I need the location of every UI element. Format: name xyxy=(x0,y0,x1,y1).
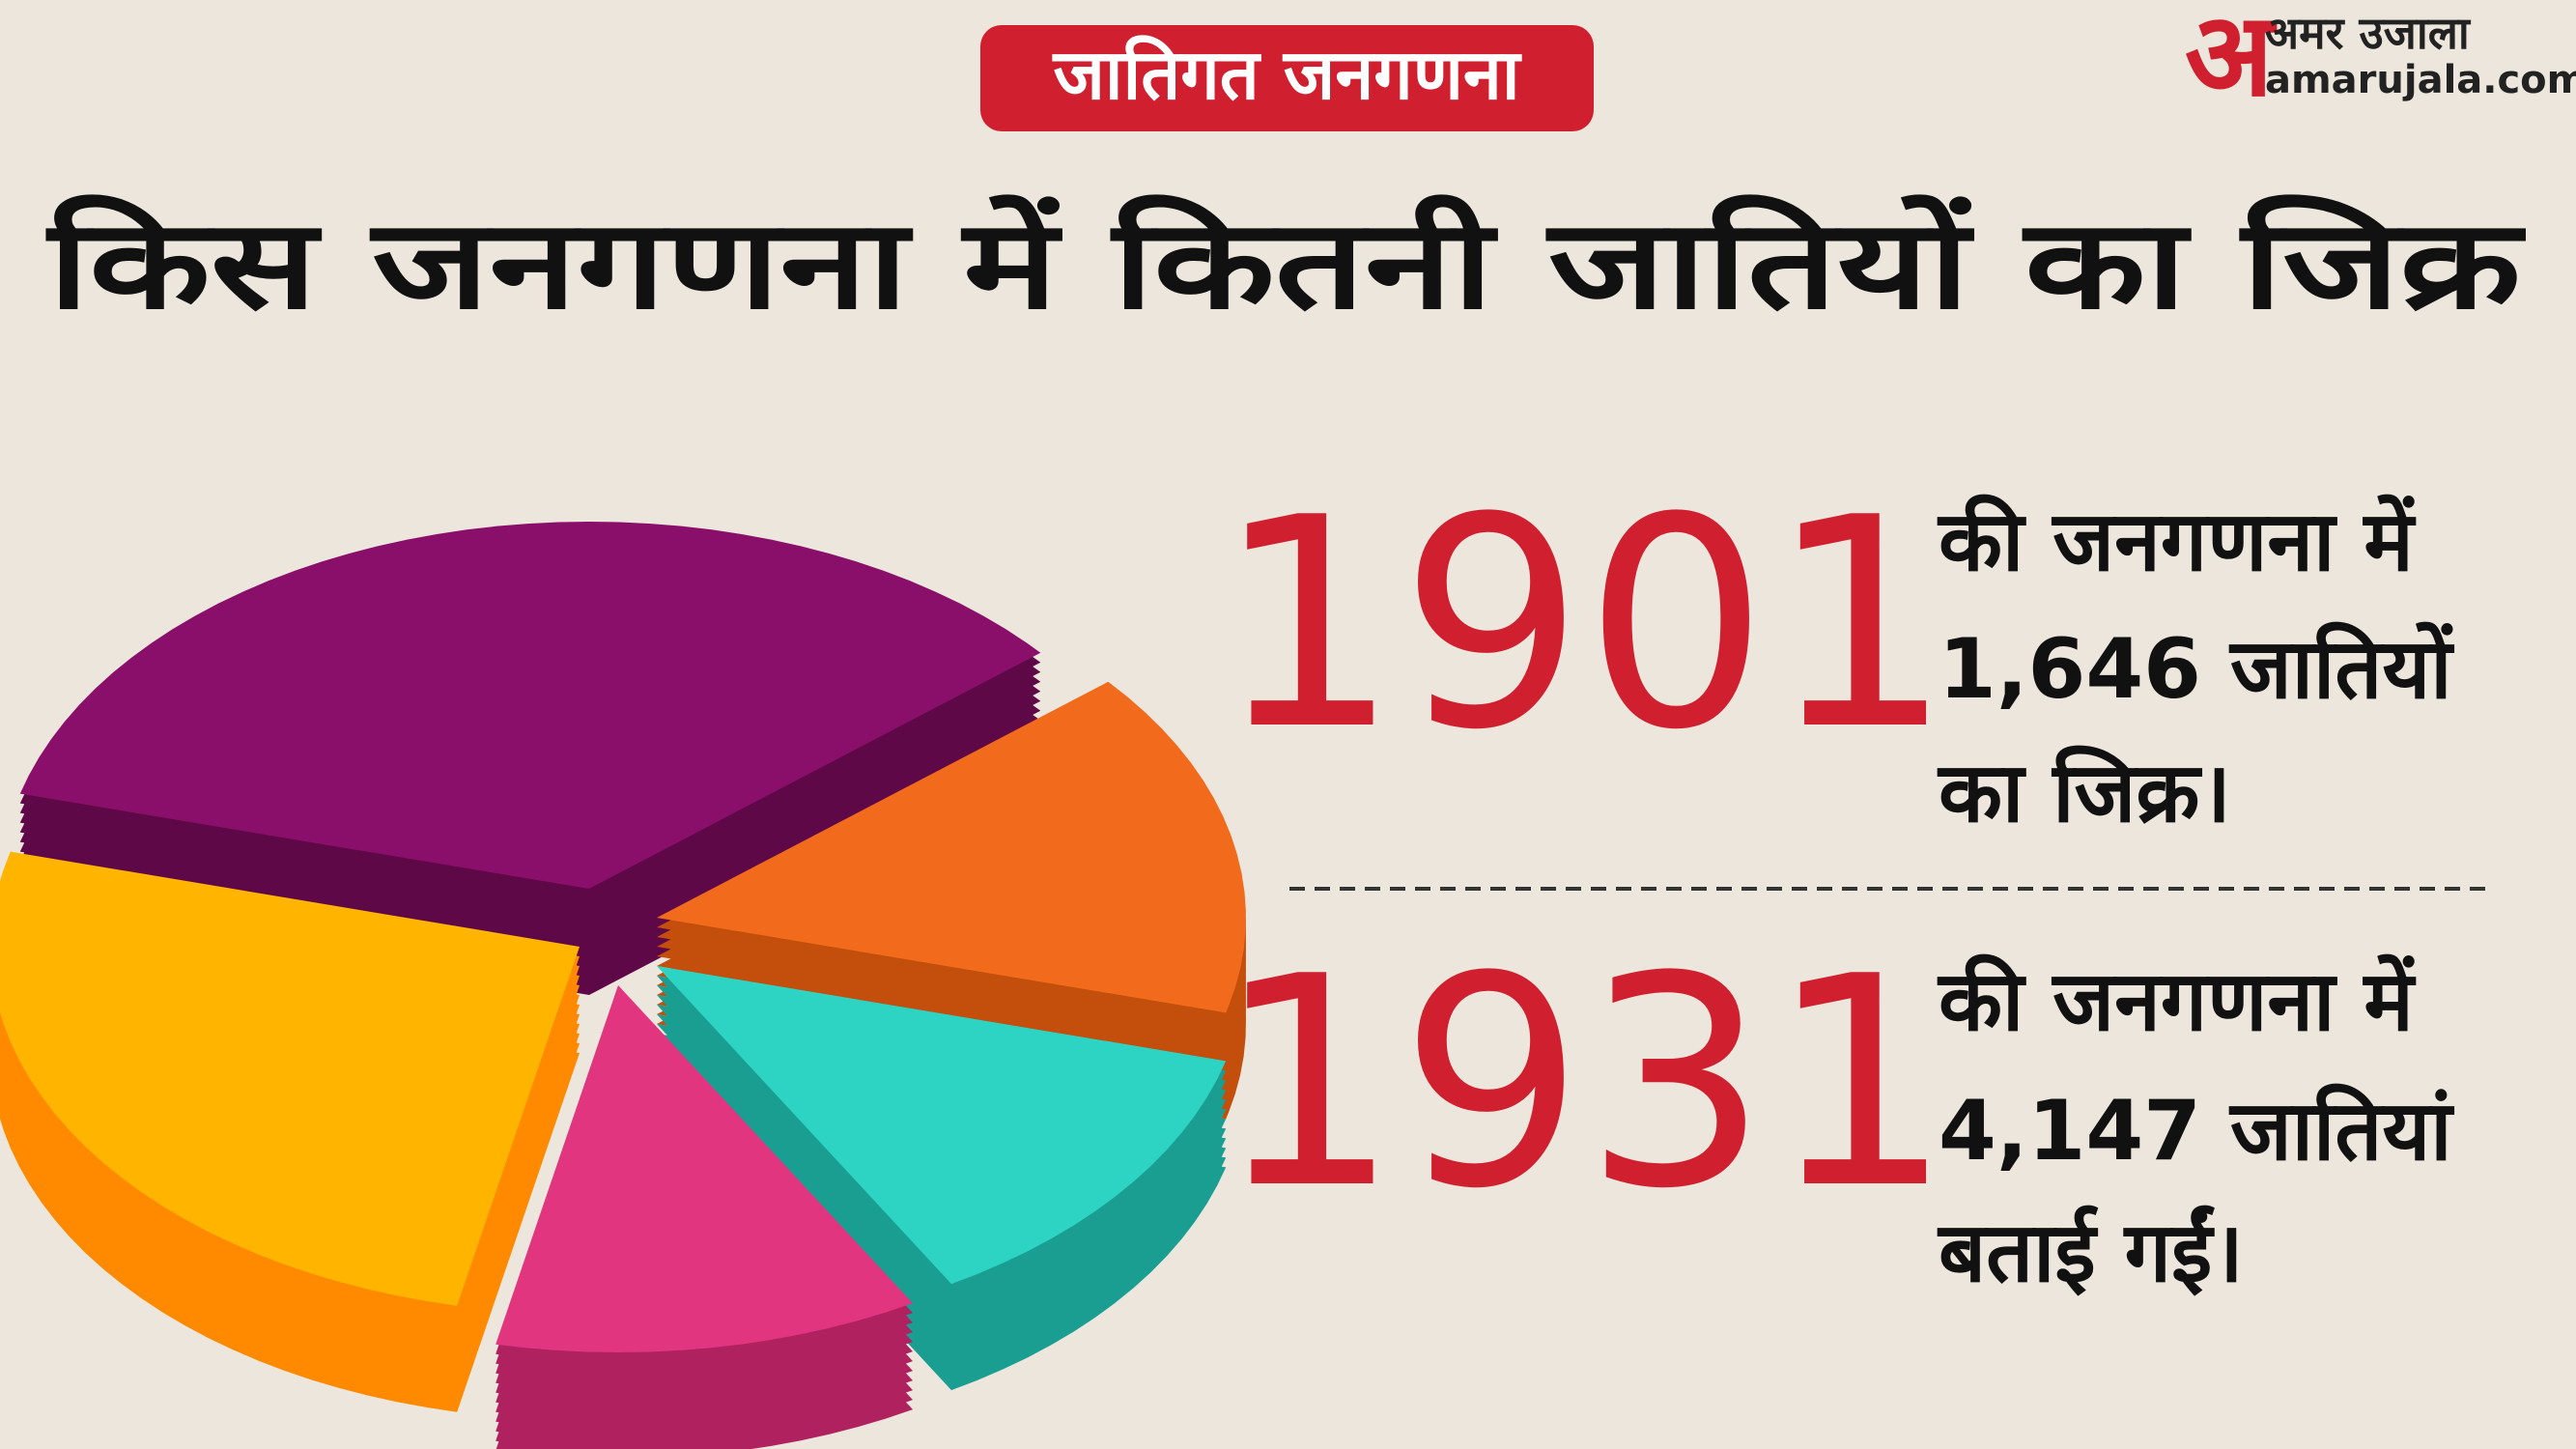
entry-line: 1,646 जातियों xyxy=(1939,621,2454,718)
tag: जातिगत जनगणना xyxy=(1052,34,1522,115)
entry-line: बताई गईं। xyxy=(1937,1205,2244,1301)
pie-slice xyxy=(495,985,913,1352)
logo-site: amarujala.com xyxy=(2265,58,2576,102)
logo-name: अमर उजाला xyxy=(2265,7,2472,59)
entry-line: की जनगणना में xyxy=(1937,953,2416,1050)
logo-mark: अ xyxy=(2185,0,2278,123)
decorative-pie xyxy=(0,522,1246,1449)
pie-slice xyxy=(19,522,1041,889)
year: 1931 xyxy=(1215,915,1952,1252)
entry-line: का जिक्र। xyxy=(1937,745,2231,841)
tag-box xyxy=(980,25,1594,131)
title: किस जनगणना में कितनी जातियों का जिक्र xyxy=(45,193,2527,337)
pie-slice xyxy=(657,966,1227,1285)
pie-slice xyxy=(657,681,1246,1013)
entry-line: की जनगणना में xyxy=(1937,494,2416,590)
entry-line: 4,147 जातियां xyxy=(1939,1083,2454,1179)
pie-slice xyxy=(0,851,580,1306)
year: 1901 xyxy=(1215,456,1952,793)
